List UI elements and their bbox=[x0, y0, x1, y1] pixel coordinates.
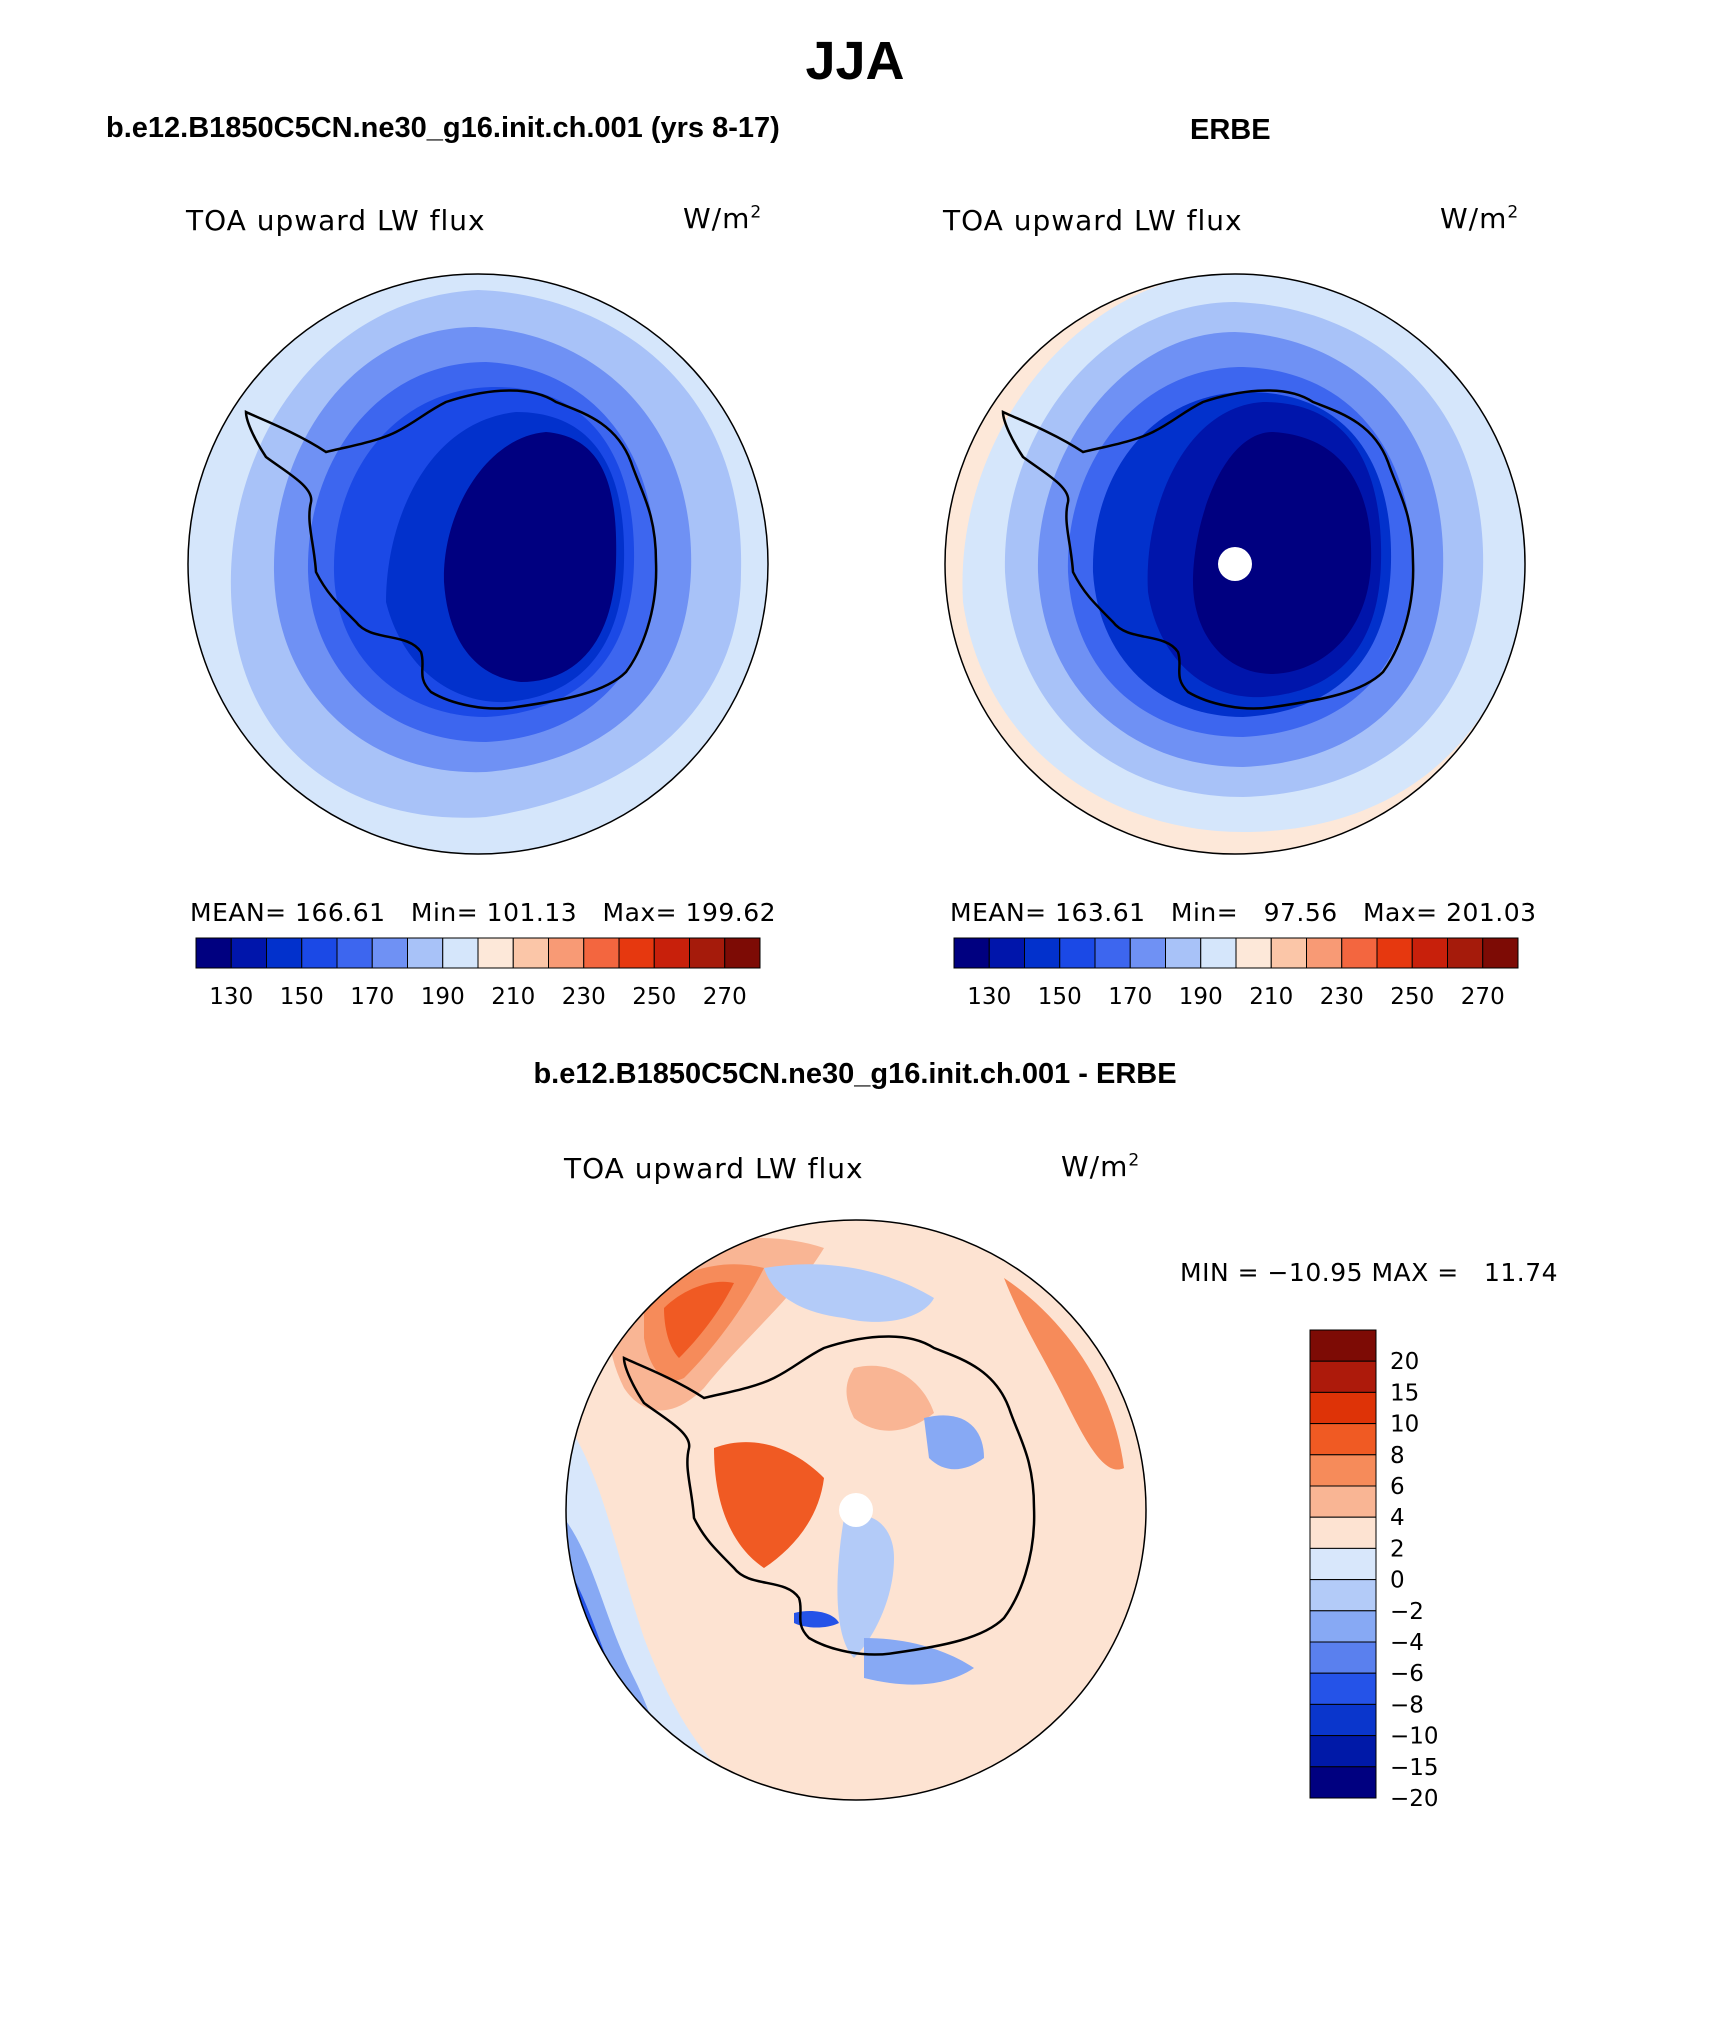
colorbar-model-tick-label: 190 bbox=[421, 984, 465, 1010]
colorbar-model-swatch bbox=[195, 937, 232, 969]
colorbar-difference-tick-label: −15 bbox=[1390, 1755, 1439, 1781]
colorbar-difference-swatch bbox=[1309, 1485, 1377, 1518]
colorbar-difference-tick-label: −2 bbox=[1390, 1599, 1424, 1625]
colorbar-difference-swatch bbox=[1309, 1703, 1377, 1737]
colorbar-obs-swatch bbox=[1306, 937, 1343, 969]
colorbar-obs-tick-label: 150 bbox=[1038, 984, 1082, 1010]
panel-3-units: W/m2 bbox=[1061, 1150, 1141, 1183]
colorbar-difference-swatch bbox=[1309, 1547, 1377, 1581]
colorbar-difference-swatch bbox=[1309, 1423, 1377, 1456]
colorbar-model-swatch bbox=[583, 937, 620, 969]
colorbar-difference-tick-label: −8 bbox=[1390, 1692, 1424, 1718]
colorbar-model-swatch bbox=[477, 937, 514, 969]
colorbar-difference-swatch bbox=[1309, 1391, 1377, 1425]
colorbar-difference-tick-label: −20 bbox=[1390, 1786, 1439, 1812]
colorbar-model: 130 150 170 190 210 230 250 270 bbox=[195, 937, 761, 1010]
colorbar-model-swatch bbox=[653, 937, 690, 969]
map-difference bbox=[565, 1219, 1147, 1801]
colorbar-model-tick-label: 270 bbox=[703, 984, 747, 1010]
colorbar-obs-swatch bbox=[1482, 937, 1519, 969]
colorbar-model-tick-label: 210 bbox=[491, 984, 535, 1010]
colorbar-model-tick-label: 250 bbox=[632, 984, 676, 1010]
panel-3-minmax: MIN = −10.95 MAX = 11.74 bbox=[1180, 1258, 1559, 1287]
colorbar-model-tick-label: 150 bbox=[280, 984, 324, 1010]
colorbar-difference-swatch bbox=[1309, 1610, 1377, 1643]
colorbar-model-swatch bbox=[266, 937, 303, 969]
panel-2-units: W/m2 bbox=[1440, 202, 1520, 235]
colorbar-obs-swatch bbox=[1200, 937, 1237, 969]
colorbar-difference-tick-label: 0 bbox=[1390, 1568, 1405, 1594]
colorbar-obs-tick-label: 210 bbox=[1249, 984, 1293, 1010]
figure-title: JJA bbox=[805, 31, 905, 91]
colorbar-obs-swatch bbox=[1411, 937, 1448, 969]
colorbar-difference-swatch bbox=[1309, 1329, 1377, 1362]
colorbar-difference-tick-label: 4 bbox=[1390, 1505, 1405, 1531]
colorbar-obs-swatch bbox=[1165, 937, 1202, 969]
colorbar-obs-swatch bbox=[1024, 937, 1061, 969]
colorbar-obs-swatch bbox=[1235, 937, 1272, 969]
colorbar-model-tick-label: 170 bbox=[350, 984, 394, 1010]
colorbar-difference-tick-label: −6 bbox=[1390, 1661, 1424, 1687]
colorbar-model-swatch bbox=[512, 937, 549, 969]
colorbar-obs-tick-label: 250 bbox=[1390, 984, 1434, 1010]
colorbar-obs-swatch bbox=[988, 937, 1025, 969]
colorbar-difference-swatch bbox=[1309, 1360, 1377, 1393]
colorbar-obs-swatch bbox=[1376, 937, 1413, 969]
colorbar-model-tick-label: 130 bbox=[209, 984, 253, 1010]
panel-1-units: W/m2 bbox=[683, 202, 763, 235]
colorbar-difference-tick-label: 20 bbox=[1390, 1349, 1419, 1375]
colorbar-difference-swatch bbox=[1309, 1735, 1377, 1768]
colorbar-model-swatch bbox=[407, 937, 444, 969]
colorbar-model-swatch bbox=[689, 937, 726, 969]
colorbar-model-tick-label: 230 bbox=[562, 984, 606, 1010]
colorbar-difference-swatch bbox=[1309, 1766, 1377, 1799]
colorbar-obs-swatch bbox=[1341, 937, 1378, 969]
colorbar-obs-swatch bbox=[1447, 937, 1484, 969]
colorbar-difference-swatch bbox=[1309, 1454, 1377, 1487]
panel-1-stats: MEAN= 166.61 Min= 101.13 Max= 199.62 bbox=[190, 898, 777, 927]
panel-1-title: b.e12.B1850C5CN.ne30_g16.init.ch.001 (yr… bbox=[106, 112, 780, 144]
colorbar-obs-swatch bbox=[1094, 937, 1131, 969]
panel-2-variable-label: TOA upward LW flux bbox=[943, 204, 1243, 237]
colorbar-model-swatch bbox=[724, 937, 761, 969]
colorbar-model-swatch bbox=[618, 937, 655, 969]
panel-3-title: b.e12.B1850C5CN.ne30_g16.init.ch.001 - E… bbox=[533, 1058, 1177, 1090]
colorbar-obs: 130 150 170 190 210 230 250 270 bbox=[953, 937, 1519, 1010]
colorbar-model-swatch bbox=[442, 937, 479, 969]
colorbar-difference-swatch bbox=[1309, 1641, 1377, 1674]
panel-3-variable-label: TOA upward LW flux bbox=[564, 1152, 864, 1185]
colorbar-model-swatch bbox=[230, 937, 267, 969]
colorbar-difference-tick-label: 10 bbox=[1390, 1412, 1419, 1438]
colorbar-obs-tick-label: 190 bbox=[1179, 984, 1223, 1010]
colorbar-difference-tick-label: −10 bbox=[1390, 1724, 1439, 1750]
colorbar-model-swatch bbox=[371, 937, 408, 969]
panel-1-variable-label: TOA upward LW flux bbox=[186, 204, 486, 237]
colorbar-obs-tick-label: 130 bbox=[967, 984, 1011, 1010]
colorbar-difference-swatch bbox=[1309, 1672, 1377, 1705]
colorbar-obs-swatch bbox=[953, 937, 990, 969]
colorbar-obs-swatch bbox=[1059, 937, 1096, 969]
colorbar-difference-tick-label: −4 bbox=[1390, 1630, 1424, 1656]
panel-2-title: ERBE bbox=[1190, 114, 1271, 146]
colorbar-obs-swatch bbox=[1129, 937, 1166, 969]
colorbar-difference-tick-label: 15 bbox=[1390, 1380, 1419, 1406]
panel-2-stats: MEAN= 163.61 Min= 97.56 Max= 201.03 bbox=[950, 898, 1537, 927]
colorbar-difference-tick-label: 6 bbox=[1390, 1474, 1405, 1500]
colorbar-difference-swatch bbox=[1309, 1579, 1377, 1612]
colorbar-difference-tick-label: 8 bbox=[1390, 1443, 1405, 1469]
colorbar-obs-tick-label: 170 bbox=[1108, 984, 1152, 1010]
colorbar-obs-tick-label: 230 bbox=[1320, 984, 1364, 1010]
map-obs bbox=[944, 273, 1526, 855]
colorbar-model-swatch bbox=[548, 937, 585, 969]
colorbar-obs-tick-label: 270 bbox=[1461, 984, 1505, 1010]
colorbar-difference-tick-label: 2 bbox=[1390, 1536, 1405, 1562]
colorbar-obs-swatch bbox=[1270, 937, 1307, 969]
colorbar-model-swatch bbox=[336, 937, 373, 969]
map-model bbox=[187, 273, 769, 855]
colorbar-model-swatch bbox=[301, 937, 338, 969]
colorbar-difference-swatch bbox=[1309, 1516, 1377, 1549]
